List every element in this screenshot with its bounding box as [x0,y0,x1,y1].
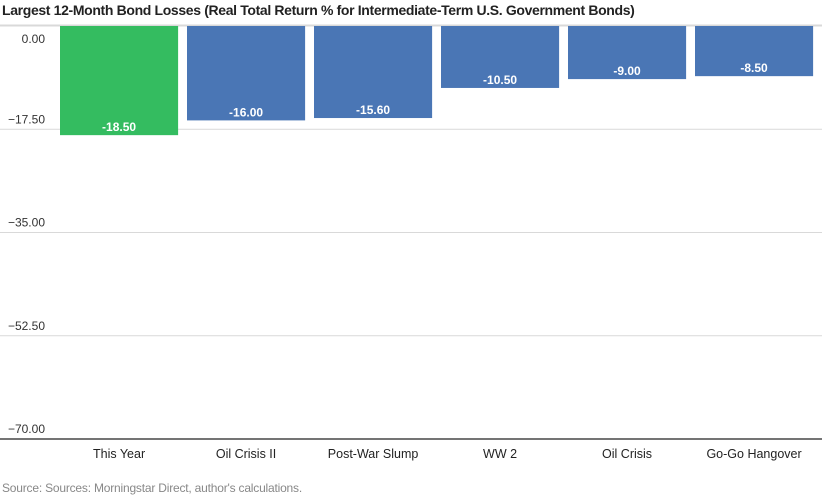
chart-source: Source: Sources: Morningstar Direct, aut… [2,481,302,495]
bar-value-label: -9.00 [613,64,641,78]
bar-value-label: -15.60 [356,103,390,117]
x-category-label: WW 2 [483,447,517,461]
bar-value-label: -10.50 [483,73,517,87]
chart-title: Largest 12-Month Bond Losses (Real Total… [2,2,635,18]
bar-value-label: -16.00 [229,105,263,119]
y-tick-label: −35.00 [8,216,45,230]
bar-oil-crisis-ii [187,26,306,121]
y-tick-label: 0.00 [22,32,46,46]
x-category-label: Oil Crisis [602,447,652,461]
x-category-label: Oil Crisis II [216,447,276,461]
bar-oil-crisis [568,26,687,80]
x-category-label: This Year [93,447,145,461]
bar-value-label: -18.50 [102,120,136,134]
x-category-label: Go-Go Hangover [706,447,801,461]
labels: 0.00 −17.50 −35.00 −52.50 −70.00 -18.50 This Y… [8,32,802,461]
x-category-label: Post-War Slump [328,447,419,461]
bar-value-label: -8.50 [740,61,768,75]
bar-go-go-hangover [695,26,814,77]
y-tick-label: −17.50 [8,112,45,126]
bars [60,26,814,136]
bar-post-war-slump [314,26,433,119]
bar-this-year [60,26,179,136]
bar-ww-2 [441,26,560,88]
y-tick-label: −70.00 [8,422,45,436]
y-tick-label: −52.50 [8,319,45,333]
